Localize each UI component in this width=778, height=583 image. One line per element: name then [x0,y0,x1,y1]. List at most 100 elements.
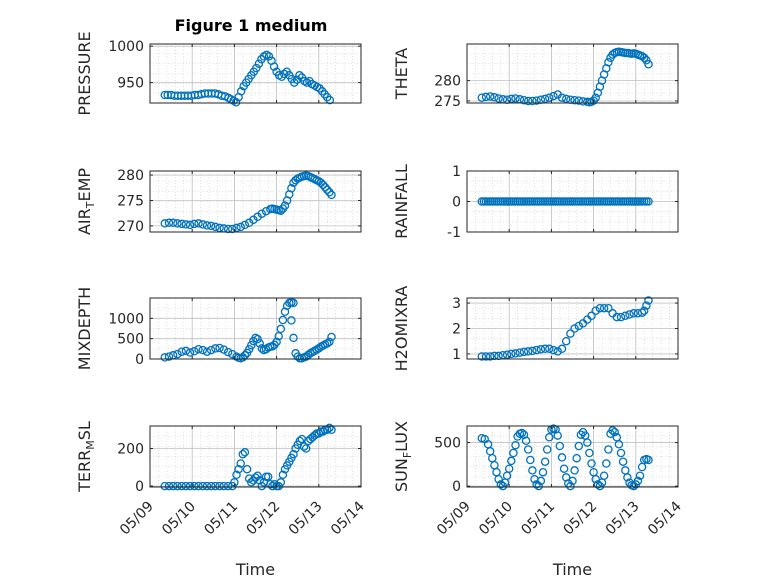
h2omixra-point [604,303,613,313]
theta-point [644,60,653,69]
air_temp-ytick-label: 270 [117,219,144,235]
h2omixra-point [599,303,609,313]
terr_msl-xtick-label: 05/13 [286,499,326,539]
h2omixra-series [477,296,653,361]
sun_flux-point [521,436,531,446]
sun_flux-point [538,467,548,477]
sun_flux-point [623,473,632,482]
sun_flux-point [507,456,516,466]
sun_flux-xtick-label: 05/11 [518,499,558,539]
theta-point [490,93,499,102]
terr_msl-point [160,481,170,491]
air_temp-point [322,185,332,195]
h2omixra-point [642,301,651,310]
sun_flux-point [572,453,581,463]
mixdepth-point [257,344,267,353]
sun_flux-point [509,448,518,458]
sun_flux-point [534,481,543,491]
h2omixra-point [595,303,605,313]
pressure-point [254,59,264,68]
h2omixra-ytick-label: 1 [452,347,461,363]
sun_flux-point [616,448,626,458]
h2omixra-ytick-label: 3 [452,296,461,312]
air_temp-point [164,218,174,228]
air_temp-point [168,218,178,228]
air_temp-point [318,180,328,189]
h2omixra-point [545,344,554,354]
terr_msl-point [185,481,195,491]
air_temp-point [173,219,182,228]
terr_msl-point [238,449,248,459]
h2omixra-point [644,296,653,305]
air_temp-point [320,183,330,192]
h2omixra-point [502,350,512,359]
h2omixra-point [591,306,600,315]
mixdepth-point [185,348,195,357]
sun_flux-point [526,455,535,465]
terr_msl-point [255,476,264,485]
pressure-point [252,63,261,73]
sun_flux-point [583,438,592,447]
sun_flux-point [566,481,575,491]
sun_flux-point [587,459,596,468]
mixdepth-point [223,347,233,357]
terr_msl-point [325,423,334,433]
sun_flux-point [568,476,577,486]
h2omixra-point [485,352,495,361]
theta-point [481,92,491,102]
sun_flux-point [618,457,628,466]
air_temp-point [276,206,286,215]
terr_msl-point [251,473,260,482]
terr_msl-xtick-label: 05/12 [244,499,284,539]
pressure-ytick-label: 950 [117,76,144,92]
h2omixra-point [625,310,634,319]
terr_msl-point [318,427,328,436]
theta-ylabel: THETA [392,48,411,100]
h2omixra-point [637,308,647,317]
sun_flux-point [557,453,567,462]
mixdepth-point [202,347,212,356]
mixdepth-point [278,315,288,325]
sun_flux-point [517,428,527,438]
air_temp-point [206,221,216,231]
mixdepth-point [289,298,298,308]
h2omixra-point [639,306,649,315]
h2omixra-ytick-label: 2 [452,322,461,338]
air_temp-point [240,220,250,230]
terr_msl-axes-box [149,425,362,488]
sun_flux-point [644,455,653,465]
mixdepth-point [255,339,264,348]
terr_msl-point [247,478,256,487]
sun_flux-point [604,445,613,454]
sun_flux-point [545,433,554,442]
theta-point [523,96,533,106]
terr_msl-point [206,481,216,491]
terr_msl-ytick-label: 200 [117,442,144,458]
terr_msl-series [160,423,336,491]
h2omixra-point [557,344,567,354]
air_temp-point [211,222,220,232]
terr_msl-point [263,472,273,481]
h2omixra-point [574,321,584,331]
terr_msl-point [168,481,178,491]
terr_msl-point [190,481,199,491]
h2omixra-point [549,345,558,355]
rainfall-ytick-label: -1 [447,225,461,241]
air_temp-point [257,209,267,218]
theta-ytick-label: 275 [434,94,461,110]
h2omixra-point [612,312,622,322]
pressure-panel: 950 1000 PRESSURE [75,31,362,116]
pressure-point [264,52,274,61]
sun_flux-point [504,464,514,473]
theta-panel: 275 280 THETA [392,43,679,110]
theta-ytick-label: 280 [434,74,461,90]
terr_msl-point [164,481,174,491]
theta-point [591,93,600,102]
terr_msl-point [310,431,319,440]
pressure-ytick-label: 1000 [108,39,144,55]
mixdepth-point [322,339,332,348]
mixdepth-panel: 0 500 1000 MIXDEPTH [75,287,362,370]
h2omixra-point [519,347,529,357]
sun_flux-xtick-label: 05/10 [476,499,516,539]
